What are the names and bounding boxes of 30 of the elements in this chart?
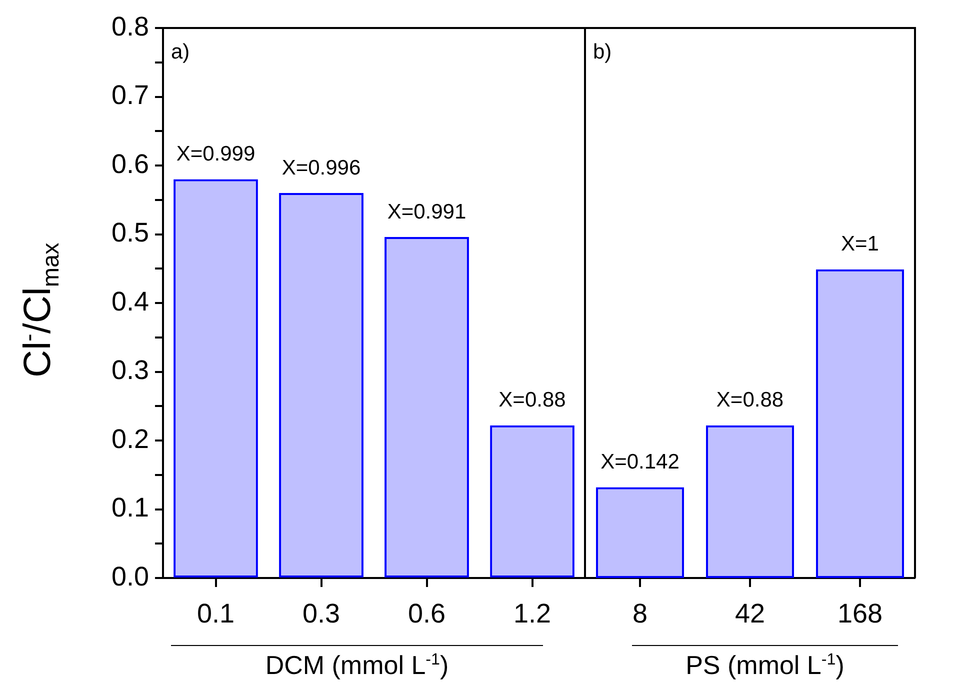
x-tick-label: 0.6 — [408, 598, 446, 629]
bar — [490, 425, 574, 578]
y-tick-label: 0.8 — [111, 11, 149, 42]
y-tick-label: 0.7 — [111, 80, 149, 110]
x-tick-label: 8 — [632, 598, 648, 629]
x-tick-label: 1.2 — [513, 598, 552, 629]
x-tick-label: 0.1 — [196, 598, 235, 629]
annotation: X=0.88 — [498, 388, 566, 412]
annotation: X=0.999 — [176, 142, 256, 166]
y-tick-label: 0.6 — [111, 148, 149, 179]
y-tick-label: 0.1 — [111, 492, 149, 523]
y-tick-label: 0.4 — [111, 286, 149, 316]
annotation: X=0.88 — [716, 388, 784, 412]
x-tick-label: 168 — [837, 598, 883, 629]
annotation: X=0.996 — [282, 156, 361, 180]
annotation: a) — [171, 40, 190, 64]
y-tick-label: 0.2 — [111, 424, 149, 454]
annotation: X=1 — [841, 232, 879, 256]
x-tick-label: 42 — [734, 598, 766, 629]
y-tick-label: 0.5 — [111, 218, 149, 248]
y-tick-label: 0.0 — [111, 561, 149, 592]
annotation: b) — [593, 40, 612, 64]
y-tick-label: 0.3 — [111, 355, 149, 386]
bar — [279, 193, 364, 578]
bar — [384, 237, 469, 578]
annotation: X=0.991 — [387, 200, 466, 224]
x-tick-label: 0.3 — [302, 598, 340, 629]
annotation: X=0.142 — [600, 450, 680, 474]
x-axis-title: DCM (mmol L$^{-1}$) — [171, 645, 543, 681]
x-axis-title: PS (mmol L$^{-1}$) — [632, 645, 898, 681]
